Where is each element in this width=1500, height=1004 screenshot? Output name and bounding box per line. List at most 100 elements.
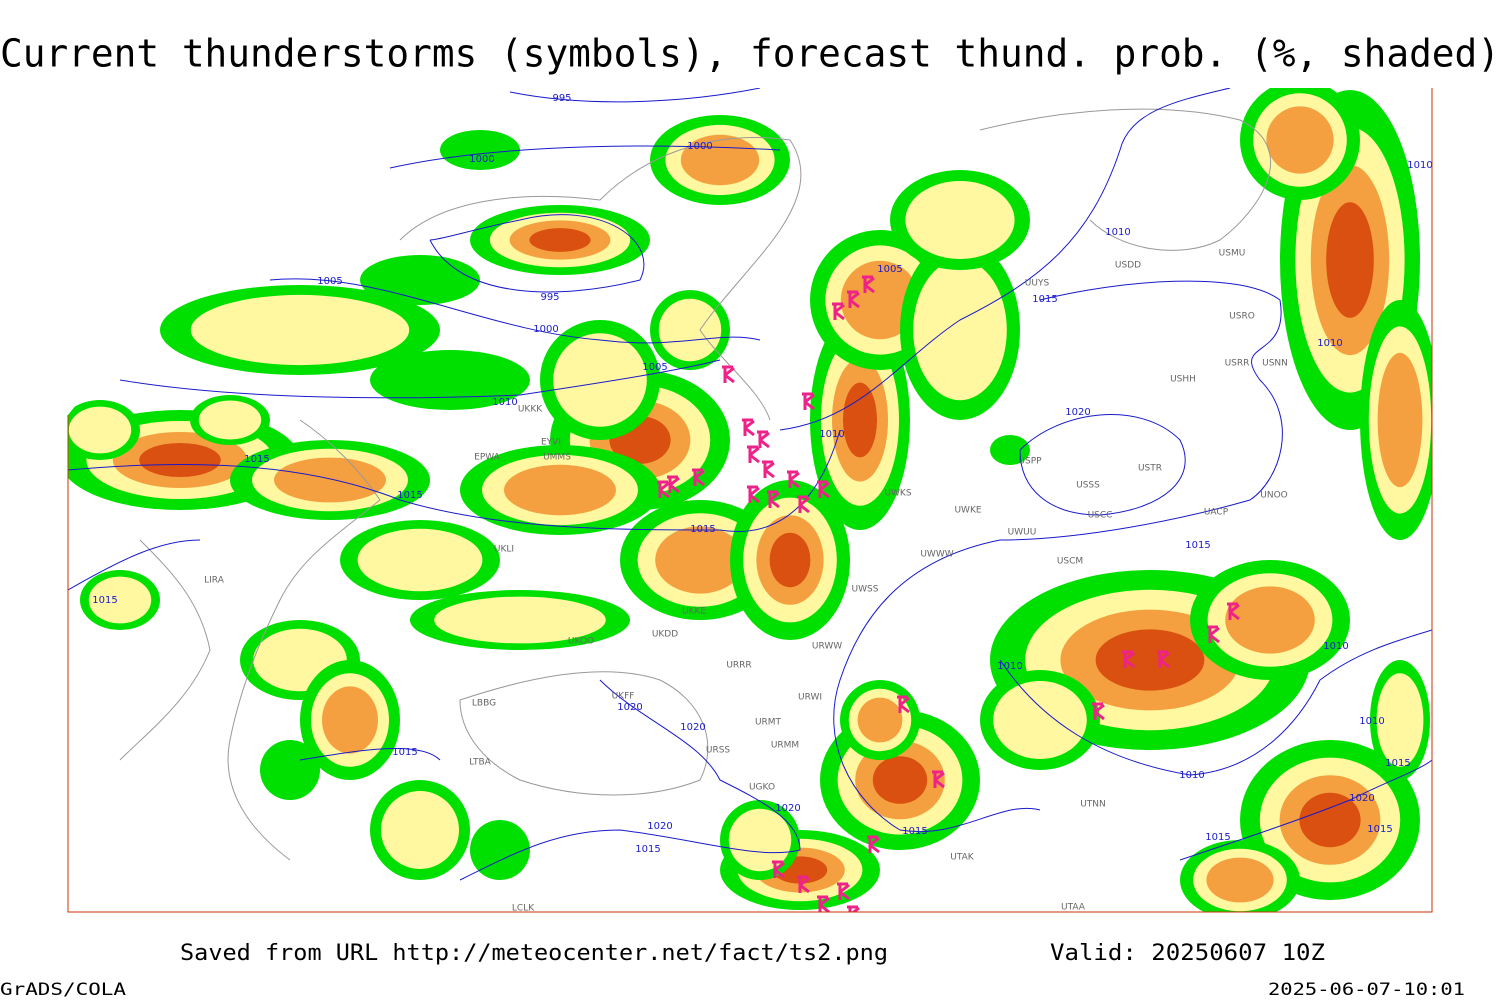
thunderstorm-symbol xyxy=(657,480,670,499)
thunderstorm-symbol xyxy=(742,418,755,437)
thunderstorm-symbol xyxy=(762,460,775,479)
station-label: UWKS xyxy=(884,489,911,499)
shading-area xyxy=(360,255,480,305)
station-label: USCM xyxy=(1057,557,1083,567)
shading-area xyxy=(470,820,530,880)
station-label: USRO xyxy=(1229,312,1255,322)
shading-area xyxy=(190,294,410,366)
station-label: USRR xyxy=(1225,359,1250,369)
map-labels: 995 1000 1000 1005 995 1000 1005 1010 1005 1015 10… xyxy=(92,93,1432,912)
thunderstorm-symbol xyxy=(932,770,945,789)
shading-area xyxy=(553,333,647,427)
shading-area xyxy=(680,134,760,186)
shading-area xyxy=(872,756,928,804)
station-label: EPWA xyxy=(474,453,501,463)
isobar-label: 995 xyxy=(540,292,559,303)
station-label: URWW xyxy=(812,642,842,652)
station-label: URMM xyxy=(771,741,799,751)
isobar-label: 1010 xyxy=(1105,227,1130,238)
station-label: UACP xyxy=(1204,508,1229,518)
map-frame xyxy=(67,88,1433,913)
shading-area xyxy=(1266,106,1334,174)
isobar-label: 1015 xyxy=(690,524,715,535)
isobar-label: 1020 xyxy=(1065,407,1090,418)
thunderstorm-symbol xyxy=(832,302,845,321)
shading-area xyxy=(993,681,1087,759)
isobar-label: 1010 xyxy=(819,429,844,440)
isobar-label: 1015 xyxy=(1385,758,1410,769)
probability-shading xyxy=(68,88,1432,912)
station-label: LIRA xyxy=(204,576,225,586)
shading-area xyxy=(68,406,132,454)
thunderstorm-symbol xyxy=(1092,702,1105,721)
shading-area xyxy=(322,686,378,754)
shading-area xyxy=(1326,202,1374,318)
shading-area xyxy=(139,443,221,477)
isobar-label: 1010 xyxy=(1359,716,1384,727)
thunderstorm-symbol xyxy=(1207,625,1220,644)
thunderstorm-symbol xyxy=(1122,650,1135,669)
station-label: UUYS xyxy=(1025,279,1050,289)
station-label: URMT xyxy=(755,718,782,728)
thunderstorm-symbol xyxy=(667,475,680,494)
shading-area xyxy=(440,130,520,170)
shading-area xyxy=(370,350,530,410)
isobar-label: 1015 xyxy=(1185,540,1210,551)
station-label: USPP xyxy=(1018,457,1042,467)
shading-area xyxy=(381,791,459,869)
shading-area xyxy=(260,740,320,800)
thunderstorm-symbol xyxy=(797,495,810,514)
thunderstorm-symbol xyxy=(847,290,860,309)
title: Current thunderstorms (symbols), forecas… xyxy=(0,32,1500,76)
isobar-label: 1010 xyxy=(1323,641,1348,652)
shading-area xyxy=(357,528,483,592)
thunderstorm-symbols xyxy=(657,275,1240,912)
isobar-label: 1020 xyxy=(775,803,800,814)
station-label: LTBA xyxy=(469,758,491,768)
isobar-label: 1015 xyxy=(1032,294,1057,305)
timestamp: 2025-06-07-10:01 xyxy=(1268,980,1465,1000)
station-label: UTAK xyxy=(950,853,975,863)
shading-area xyxy=(1206,857,1274,903)
isobar-label: 1015 xyxy=(1205,832,1230,843)
isobar-label: 1020 xyxy=(1349,793,1374,804)
shading-area xyxy=(843,382,877,458)
station-label: UKKE xyxy=(682,607,706,617)
thunderstorm-symbol xyxy=(772,860,785,879)
station-label: USCC xyxy=(1088,511,1113,521)
station-label: UKKK xyxy=(518,405,543,415)
station-label: URRR xyxy=(726,661,751,671)
isobar-label: 1015 xyxy=(392,747,417,758)
isobar-label: 1020 xyxy=(647,821,672,832)
thunderstorm-symbol xyxy=(802,392,815,411)
station-label: UWWW xyxy=(920,550,953,560)
thunderstorm-symbol xyxy=(837,882,850,901)
isobar-label: 1020 xyxy=(680,722,705,733)
shading-area xyxy=(1377,352,1423,488)
software: GrADS/COLA xyxy=(0,980,126,1000)
shading-area xyxy=(655,526,745,594)
isobar-label: 1000 xyxy=(469,154,494,165)
coastlines xyxy=(119,108,1272,861)
isobar-label: 1010 xyxy=(1407,160,1432,171)
valid-time: Valid: 20250607 10Z xyxy=(1050,941,1325,966)
isobar-label: 1000 xyxy=(687,141,712,152)
station-label: UKDD xyxy=(652,630,678,640)
shading-area xyxy=(1095,629,1205,691)
station-label: USHH xyxy=(1170,375,1196,385)
thunderstorm-symbol xyxy=(787,470,800,489)
isobar-label: 1005 xyxy=(877,264,902,275)
isobar-label: 1005 xyxy=(317,276,342,287)
shading-area xyxy=(857,697,903,743)
station-label: UKFF xyxy=(612,692,635,702)
station-label: UWSS xyxy=(852,585,879,595)
thunderstorm-symbol xyxy=(722,365,735,384)
station-label: UWKE xyxy=(954,506,981,516)
isobar-label: 1000 xyxy=(533,324,558,335)
station-label: URSS xyxy=(706,746,731,756)
shading-area xyxy=(198,400,262,440)
thunderstorm-symbol xyxy=(747,485,760,504)
saved-url: Saved from URL http://meteocenter.net/fa… xyxy=(180,941,888,966)
shading-area xyxy=(913,259,1007,401)
